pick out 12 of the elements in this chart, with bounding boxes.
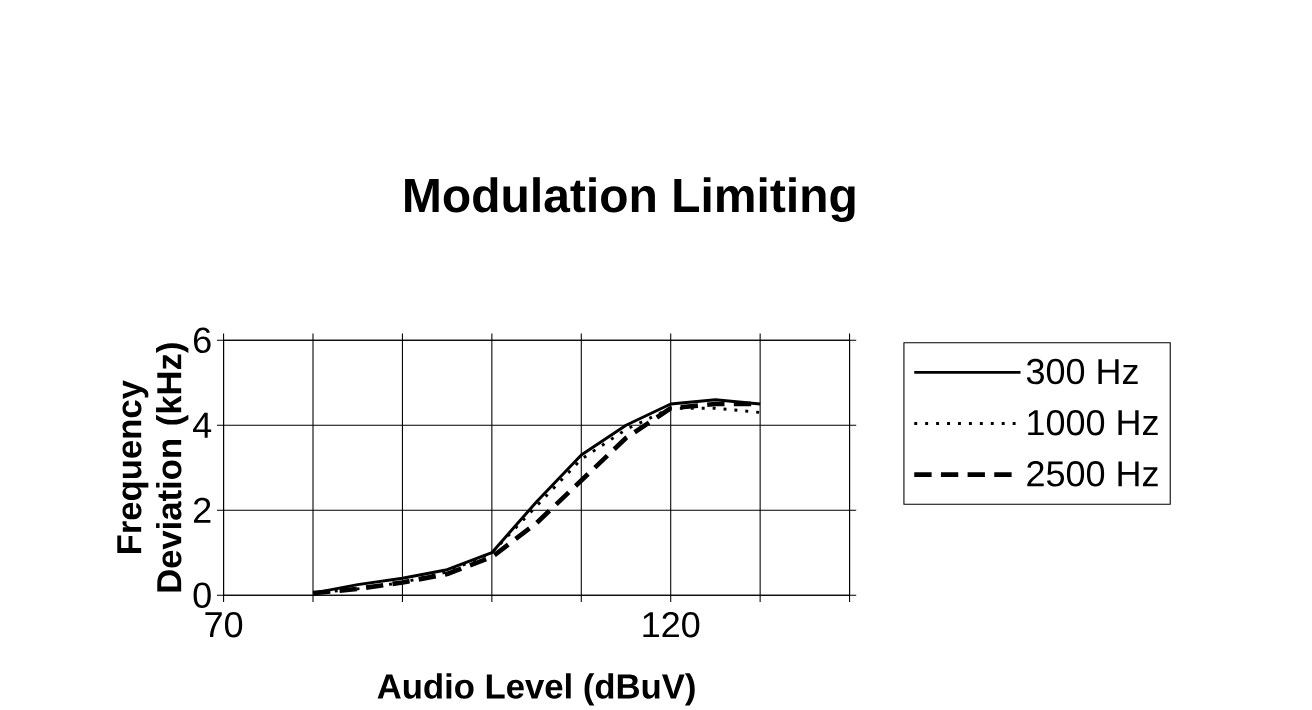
legend-label: 2500 Hz	[1027, 461, 1158, 487]
y-tick-label: 4	[193, 412, 212, 438]
y-axis-title: Frequency Deviation (kHz)	[117, 343, 189, 592]
y-tick-label: 2	[194, 497, 211, 523]
y-tick-label: 6	[194, 327, 211, 353]
x-axis-title: Audio Level (dBuV)	[377, 673, 695, 706]
legend-label: 1000 Hz	[1028, 409, 1158, 436]
y-tick-label: 0	[193, 582, 211, 608]
legend-label: 300 Hz	[1026, 358, 1138, 385]
chart-title: Modulation Limiting	[405, 177, 855, 223]
x-tick-label: 70	[205, 611, 243, 638]
x-tick-label: 120	[643, 611, 700, 638]
